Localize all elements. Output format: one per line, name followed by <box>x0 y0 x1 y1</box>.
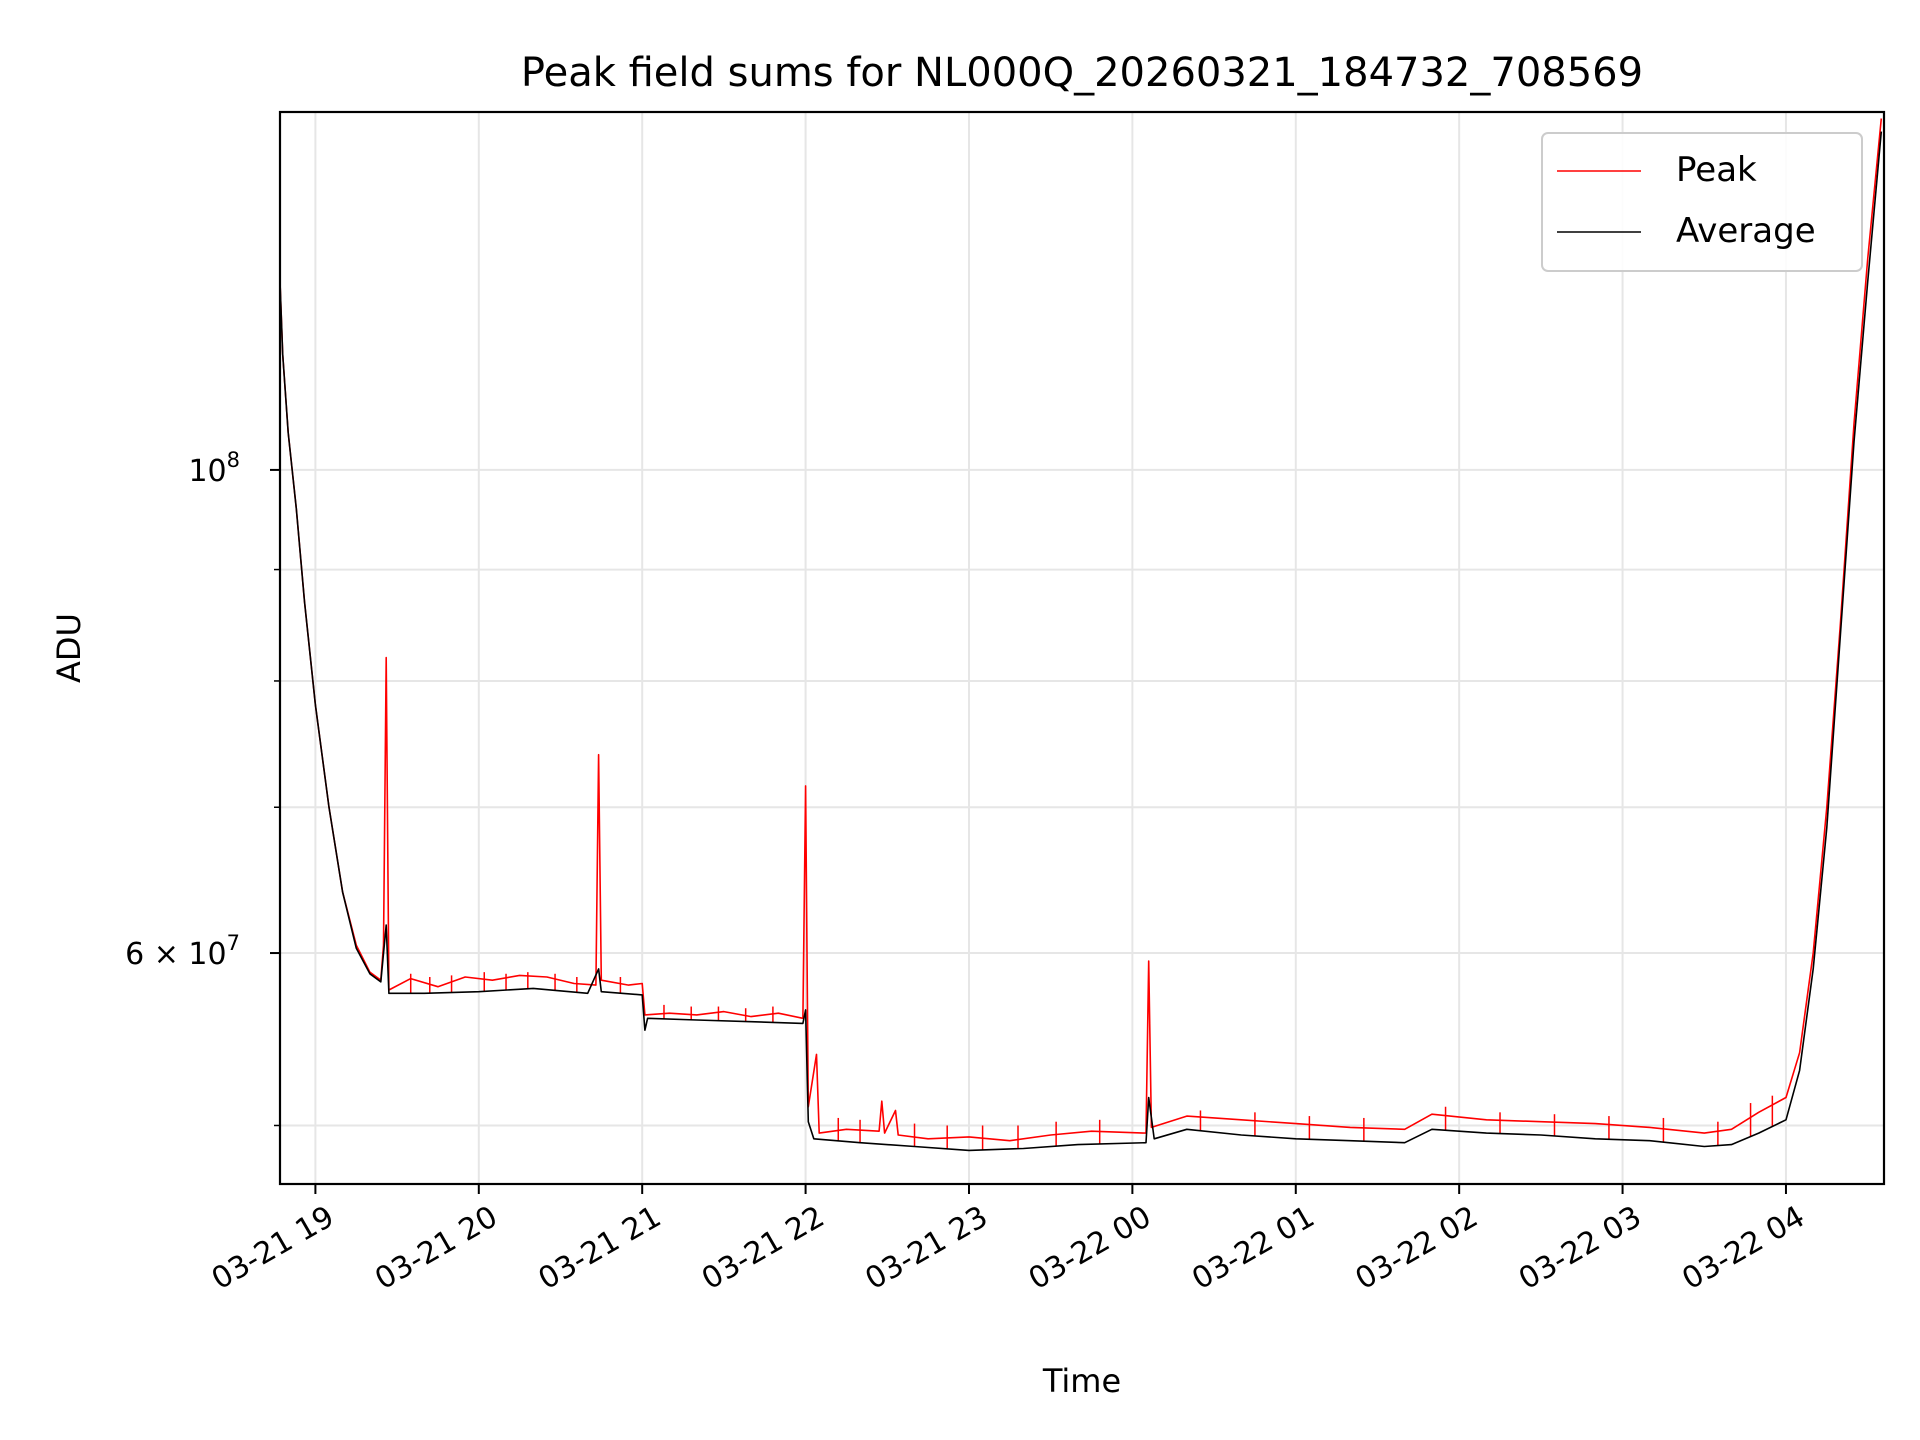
legend: Peak Average <box>1542 133 1862 271</box>
x-axis-label: Time <box>1042 1362 1121 1400</box>
chart-title: Peak field sums for NL000Q_20260321_1847… <box>521 50 1643 96</box>
y-tick-label: 6 × 107 <box>125 931 240 972</box>
legend-average-label: Average <box>1676 211 1816 251</box>
legend-peak-label: Peak <box>1676 150 1757 190</box>
y-axis-label: ADU <box>50 613 88 683</box>
